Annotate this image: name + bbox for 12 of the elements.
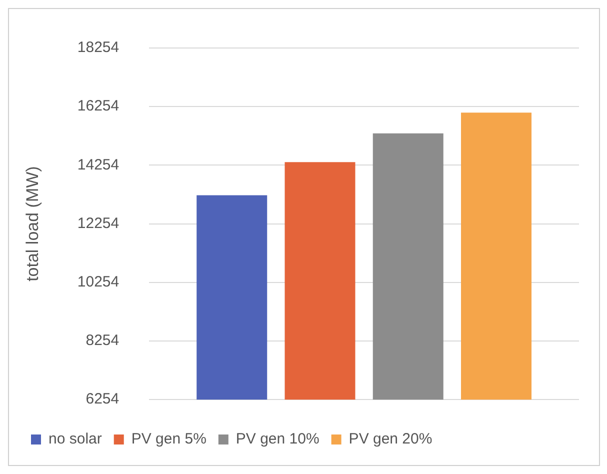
y-tick-label: 8254 — [86, 332, 120, 350]
legend-label: PV gen 20% — [348, 430, 432, 448]
y-axis-title: total load (MW) — [22, 166, 42, 282]
y-tick-label: 18254 — [77, 39, 120, 56]
y-tick-label: 10254 — [77, 274, 120, 291]
legend-label: no solar — [48, 430, 102, 448]
y-tick-label: 6254 — [86, 390, 120, 408]
y-tick-label: 12254 — [77, 214, 120, 232]
y-tick-label: 16254 — [77, 98, 120, 115]
y-tick-label: 14254 — [77, 156, 120, 174]
legend-label: PV gen 5% — [131, 430, 206, 448]
legend-label: PV gen 10% — [236, 430, 320, 448]
